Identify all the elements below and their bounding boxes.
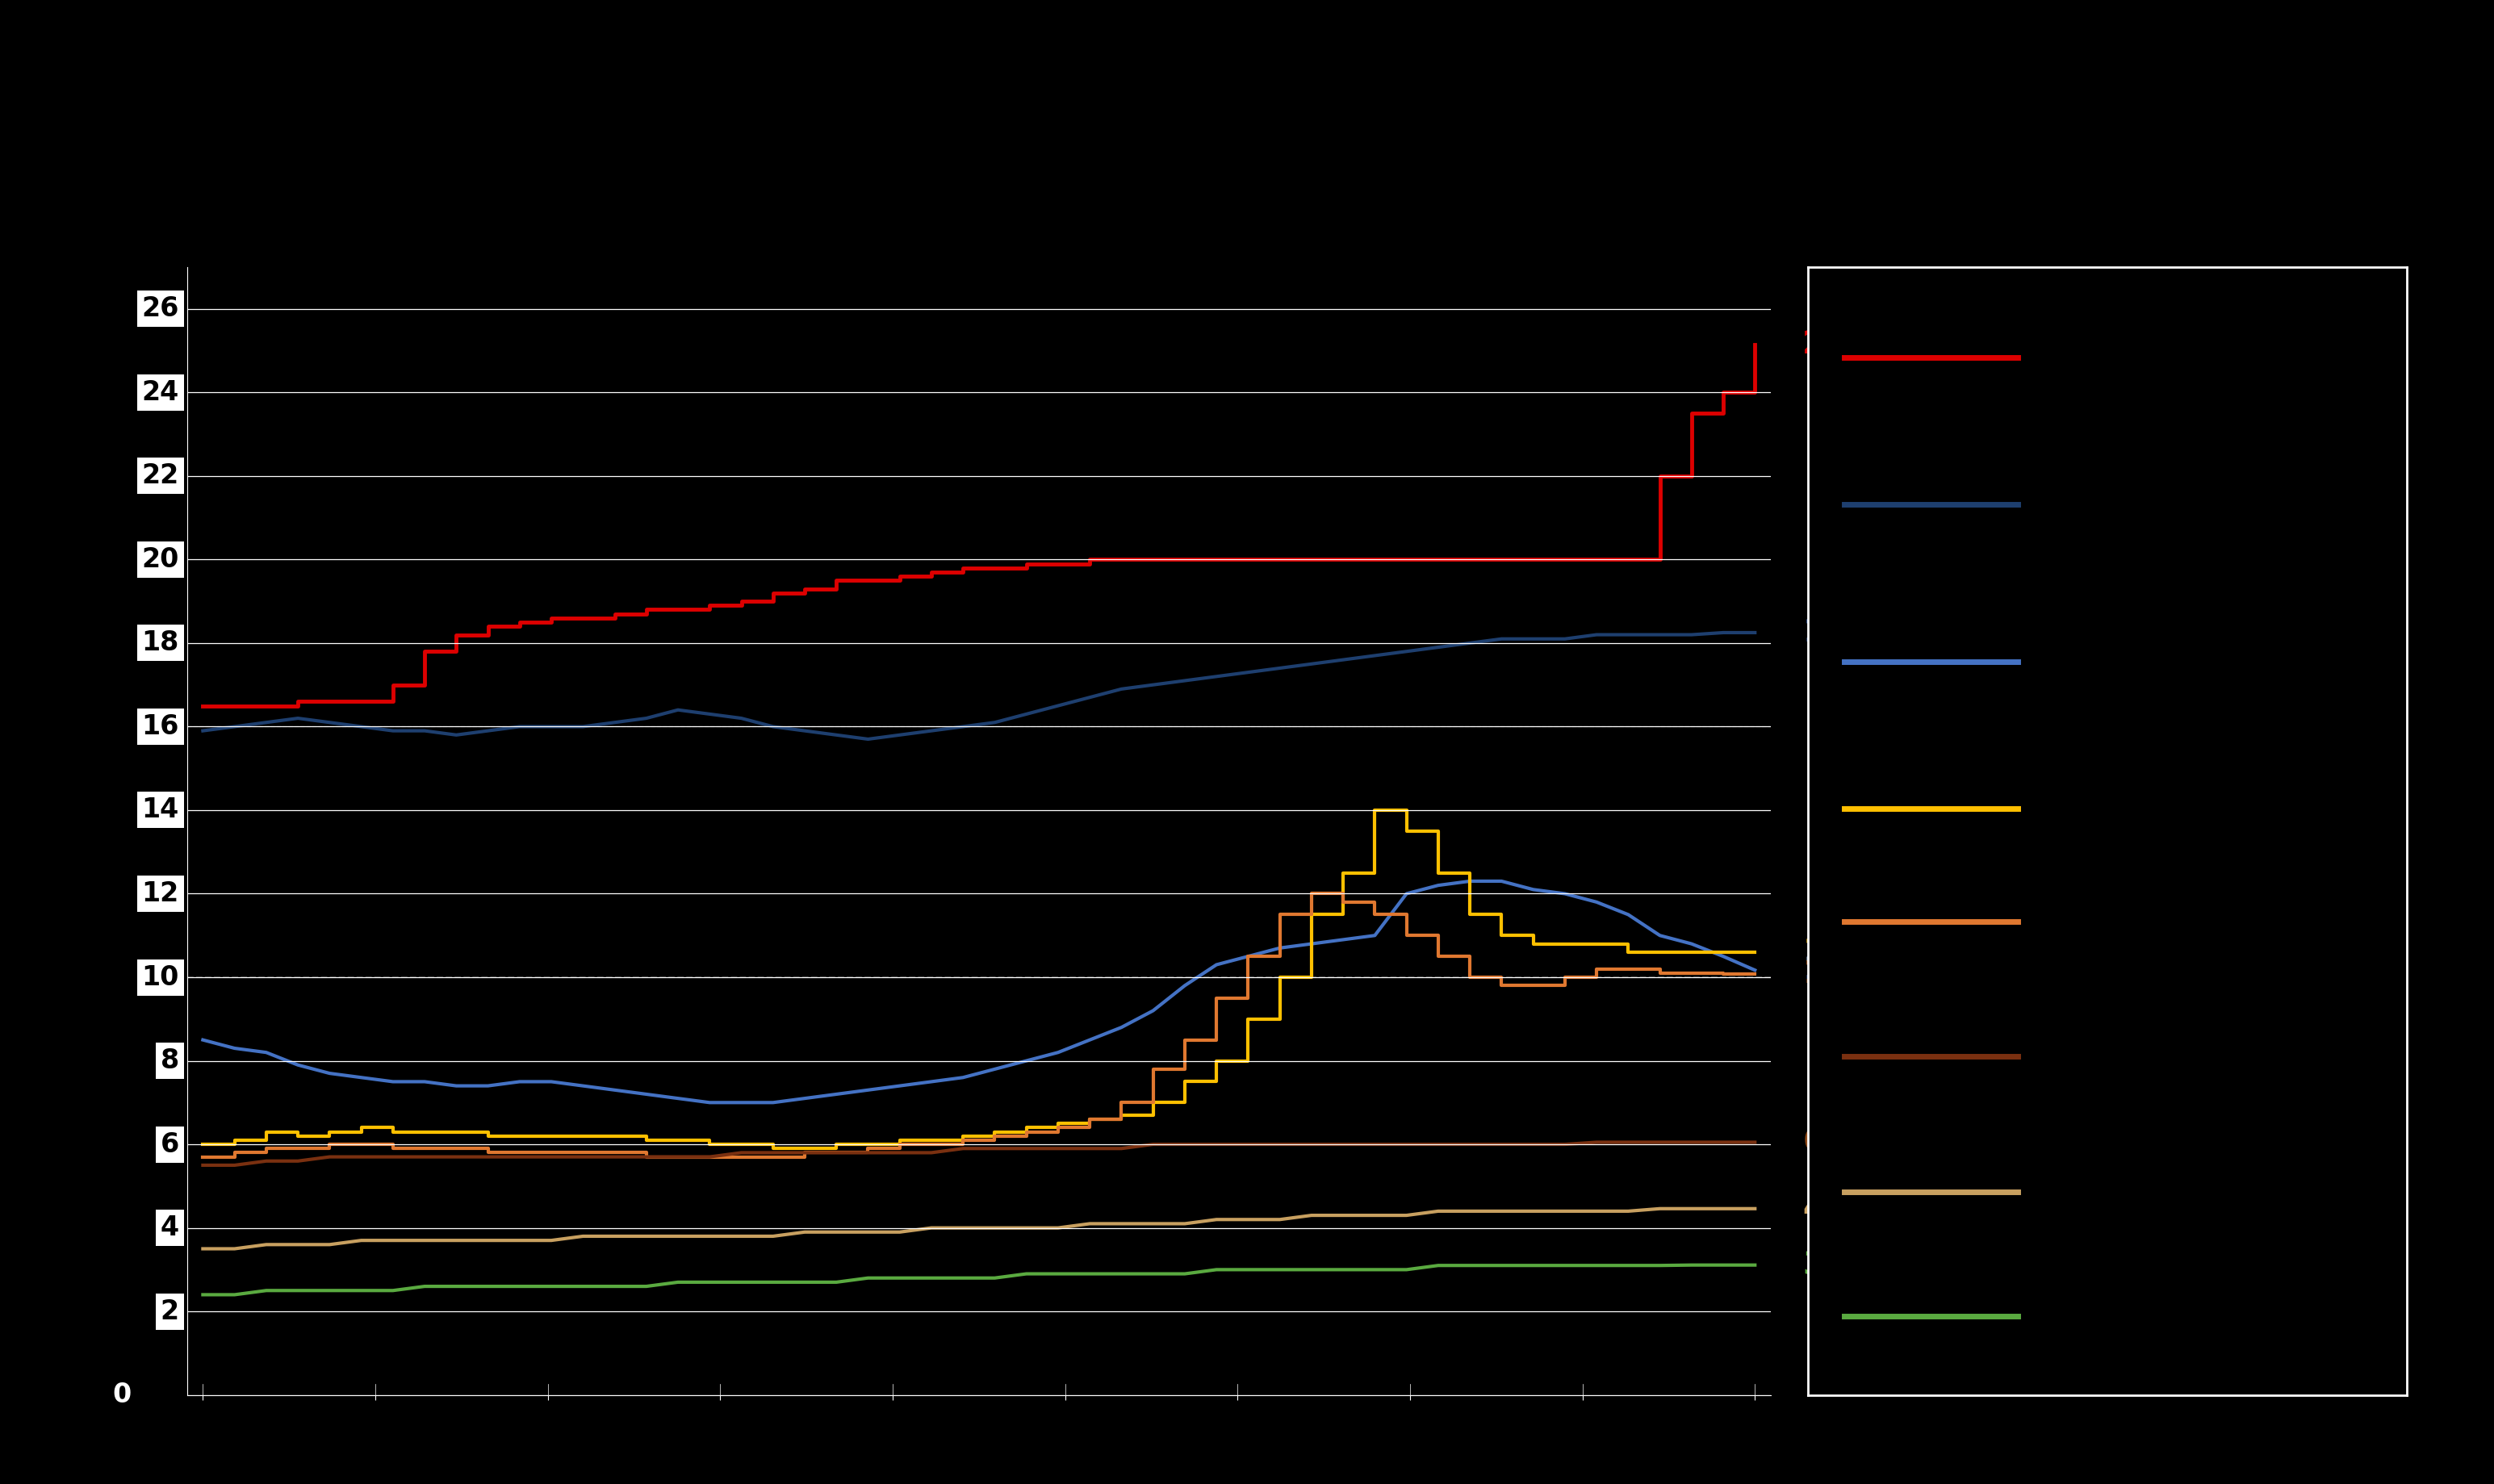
- Text: 14: 14: [142, 797, 180, 824]
- Text: 8: 8: [160, 1048, 180, 1074]
- Text: 25,14: 25,14: [1803, 329, 1903, 361]
- Text: 12: 12: [142, 880, 180, 907]
- Text: 2: 2: [160, 1298, 180, 1325]
- Text: 10: 10: [142, 965, 180, 990]
- Text: 10,08: 10,08: [1803, 959, 1903, 990]
- Text: 10,59: 10,59: [1803, 938, 1903, 968]
- Text: 10,17: 10,17: [1803, 954, 1903, 985]
- Text: 20: 20: [142, 546, 180, 573]
- Text: 6,05: 6,05: [1803, 1126, 1880, 1158]
- Text: 0: 0: [112, 1382, 132, 1408]
- Text: 18: 18: [142, 629, 180, 656]
- Text: 22: 22: [142, 463, 180, 490]
- Text: 16: 16: [142, 714, 180, 741]
- Text: 18,25: 18,25: [1803, 617, 1903, 649]
- Text: 4: 4: [160, 1214, 180, 1241]
- Text: 26: 26: [142, 295, 180, 322]
- Text: 3,11: 3,11: [1803, 1250, 1880, 1281]
- Text: 4,46: 4,46: [1803, 1193, 1880, 1224]
- Text: 6: 6: [160, 1131, 180, 1158]
- Text: 24: 24: [142, 378, 180, 405]
